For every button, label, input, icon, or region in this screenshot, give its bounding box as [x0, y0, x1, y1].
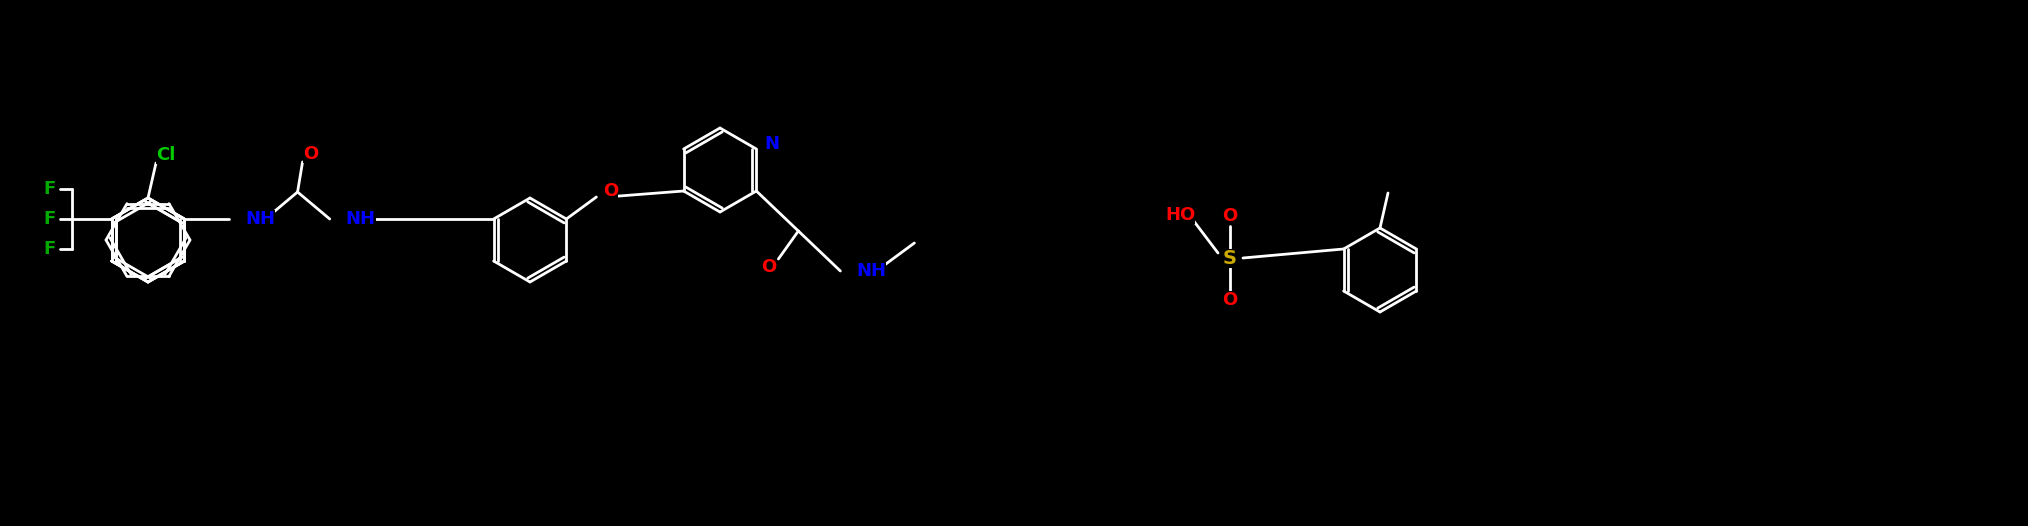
Text: S: S: [1223, 248, 1237, 268]
Text: F: F: [43, 180, 55, 198]
Text: HO: HO: [1164, 206, 1194, 224]
Text: Cl: Cl: [156, 146, 176, 164]
Text: O: O: [1223, 291, 1237, 309]
Text: NH: NH: [345, 210, 375, 228]
Text: O: O: [760, 258, 777, 276]
Text: NH: NH: [856, 262, 886, 280]
Text: O: O: [302, 145, 318, 163]
Text: N: N: [765, 135, 779, 153]
Text: O: O: [1223, 207, 1237, 225]
Text: F: F: [43, 240, 55, 258]
Text: NH: NH: [245, 210, 276, 228]
Text: F: F: [43, 210, 55, 228]
Text: O: O: [602, 182, 619, 200]
